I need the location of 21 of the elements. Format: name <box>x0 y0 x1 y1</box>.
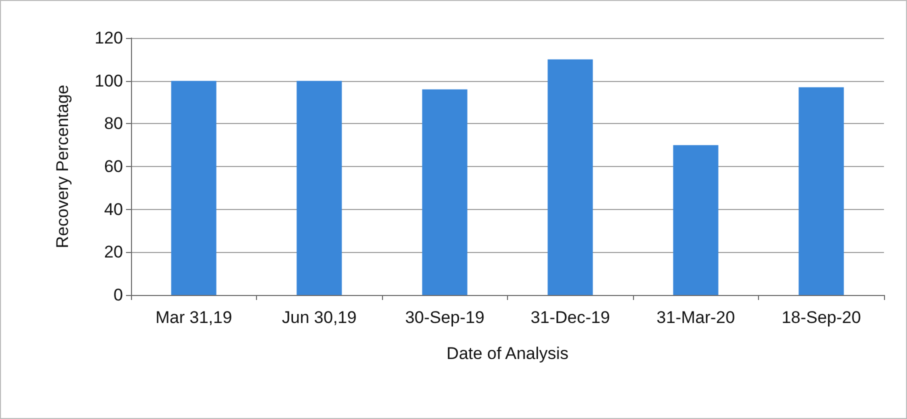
y-tick-label: 100 <box>94 71 123 90</box>
x-tick-label: 30-Sep-19 <box>405 308 484 327</box>
bar <box>548 59 593 295</box>
x-tick-label: Mar 31,19 <box>155 308 232 327</box>
x-tick-label: 31-Mar-20 <box>656 308 735 327</box>
y-axis-title: Recovery Percentage <box>53 84 72 248</box>
y-tick-label: 120 <box>94 28 123 48</box>
y-tick-label: 60 <box>104 157 123 176</box>
y-tick-label: 80 <box>104 114 123 134</box>
y-tick-label: 0 <box>114 286 123 304</box>
x-tick-label: Jun 30,19 <box>282 308 357 327</box>
bar <box>798 87 844 295</box>
x-axis-title: Date of Analysis <box>446 344 568 363</box>
x-tick-label: 18-Sep-20 <box>782 308 861 327</box>
bar <box>171 80 216 295</box>
bar <box>296 80 342 295</box>
y-tick-label: 20 <box>104 242 123 262</box>
y-tick-label: 40 <box>104 200 123 219</box>
bar <box>422 89 468 295</box>
bar <box>673 145 718 295</box>
x-tick-label: 31-Dec-19 <box>530 308 610 327</box>
